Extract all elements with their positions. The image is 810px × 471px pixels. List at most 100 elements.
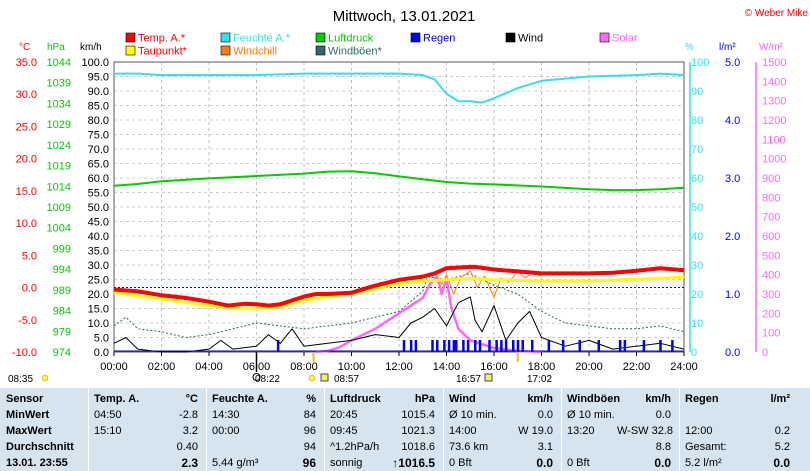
humidity-tick-label: 30 <box>691 260 703 272</box>
legend-swatch <box>125 32 136 43</box>
series-line-taupunkt <box>113 275 685 310</box>
rain-bar <box>409 340 413 352</box>
legend-label: Windböen* <box>328 46 383 58</box>
table-header: Sensor Temp. A. °C Feuchte A.% Luftdruck hPa W… <box>0 391 810 407</box>
rain-bar <box>659 340 662 352</box>
astro-row: 08:35 08:22 08:57 16:57 17:02 <box>8 352 552 385</box>
rain-bar <box>578 340 581 352</box>
table-cell <box>740 407 790 423</box>
table-cell: 09:45 <box>330 425 358 437</box>
legend-swatch <box>315 32 326 43</box>
table-cell: 96 <box>303 425 316 437</box>
rain-bar <box>495 340 498 352</box>
table-cell: sonnig <box>330 457 363 469</box>
x-tick-label: 08:00 <box>290 361 318 373</box>
x-tick-label: 16:00 <box>480 361 508 373</box>
table-cell: 20:45 <box>330 409 358 421</box>
legend-label: Wind <box>518 33 543 45</box>
rain-bar <box>478 340 482 352</box>
x-tick-label: 20:00 <box>575 361 603 373</box>
table-row: MinWert 04:50 -2.8 14:30 84 20:45 1015.4 Ø 10 m… <box>0 407 810 423</box>
rain-bar <box>488 340 491 352</box>
x-tick-label: 18:00 <box>528 361 556 373</box>
rain-bar <box>431 340 434 352</box>
wind-tick-label: 40.0 <box>88 231 109 243</box>
humidity-tick-label: 40 <box>691 231 703 243</box>
rain-bar <box>642 340 646 352</box>
rain-bar <box>623 340 627 352</box>
table-cell: Ø 10 min. <box>449 409 497 421</box>
solar-tick-label: 300 <box>762 289 780 301</box>
table-cell: % <box>306 393 316 405</box>
solar-tick-label: 900 <box>762 173 780 185</box>
legend-swatch <box>220 32 231 43</box>
table-cell: 84 <box>303 409 316 421</box>
wind-tick-label: 100.0 <box>81 57 109 69</box>
chart-series <box>113 72 685 354</box>
humidity-tick-label: 50 <box>691 202 703 214</box>
table-cell: Windböen <box>567 393 621 405</box>
unit-temp: °C <box>19 42 30 53</box>
legend-swatch <box>125 45 136 56</box>
temp-tick-label: 5.0 <box>22 250 37 262</box>
rain-tick-label: 5.0 <box>725 57 740 69</box>
rain-bar <box>547 340 551 352</box>
pressure-tick-label: 974 <box>53 347 71 359</box>
left-axes: 35.0 30.0 25.0 20.0 15.0 10.0 5.0 0.0 -5.0 -10.0 1… <box>12 57 109 359</box>
table-row: 13.01. 23:55 2.3 5.44 g/m³ 96 sonnig ↑1016.5 0… <box>0 455 810 471</box>
table-separator <box>443 388 444 471</box>
wind-tick-label: 35.0 <box>88 246 109 258</box>
table-cell: -2.8 <box>179 409 198 421</box>
solar-tick-label: 1000 <box>762 154 786 166</box>
solar-tick-label: 100 <box>762 328 780 340</box>
humidity-tick-label: 20 <box>691 289 703 301</box>
legend-swatch <box>220 45 231 56</box>
wind-tick-label: 70.0 <box>88 144 109 156</box>
wind-tick-label: 45.0 <box>88 217 109 229</box>
rain-bar <box>512 340 515 352</box>
rain-tick-label: 4.0 <box>725 115 740 127</box>
wind-tick-label: 95.0 <box>88 72 109 84</box>
solar-tick-label: 1400 <box>762 76 786 88</box>
legend-label: Feuchte A.* <box>233 33 291 45</box>
x-tick-label: 04:00 <box>195 361 223 373</box>
wind-tick-label: 50.0 <box>88 202 109 214</box>
sunrise-label: 08:35 <box>8 374 33 385</box>
table-cell: 0.0 <box>773 456 790 470</box>
series-line-wind <box>113 296 685 353</box>
table-cell: ^1.2hPa/h <box>330 441 380 453</box>
temp-tick-label: 30.0 <box>16 89 37 101</box>
solar-tick-label: 1100 <box>762 134 786 146</box>
table-cell: 0 Bft <box>449 457 472 469</box>
pressure-tick-label: 989 <box>53 285 71 297</box>
pressure-tick-label: 1029 <box>47 119 71 131</box>
table-separator <box>324 388 325 471</box>
legend-swatch <box>599 32 610 43</box>
axis-unit-labels: °C hPa km/h% l/m² W/m² <box>19 42 784 53</box>
legend-swatch <box>410 32 421 43</box>
temp-tick-label: -10.0 <box>12 347 37 359</box>
table-cell: Gesamt: <box>685 441 727 453</box>
solar-tick-label: 1500 <box>762 57 786 69</box>
unit-wind: km/h <box>80 42 102 53</box>
solar-tick-label: 800 <box>762 192 780 204</box>
table-cell <box>212 439 262 455</box>
rain-bar <box>561 340 565 352</box>
solar-tick-label: 400 <box>762 270 780 282</box>
weather-chart: Mittwoch, 13.01.2021 © Weber Mike Temp. … <box>8 8 809 385</box>
wind-tick-label: 65.0 <box>88 159 109 171</box>
rain-bar <box>521 340 524 352</box>
table-cell: 8.8 <box>655 441 671 453</box>
table-cell: 14:00 <box>449 425 477 437</box>
x-tick-label: 14:00 <box>433 361 461 373</box>
legend-swatch <box>505 32 516 43</box>
x-tick-label: 12:00 <box>385 361 413 373</box>
rain-tick-label: 3.0 <box>725 173 740 185</box>
moon-phase-icon <box>252 373 261 381</box>
table-cell: km/h <box>645 393 671 405</box>
table-separator <box>679 388 680 471</box>
table-cell: Regen <box>685 393 719 405</box>
copyright-label: © Weber Mike <box>745 8 809 19</box>
table-cell: 1021.3 <box>401 425 435 437</box>
unit-pressure: hPa <box>47 42 65 53</box>
